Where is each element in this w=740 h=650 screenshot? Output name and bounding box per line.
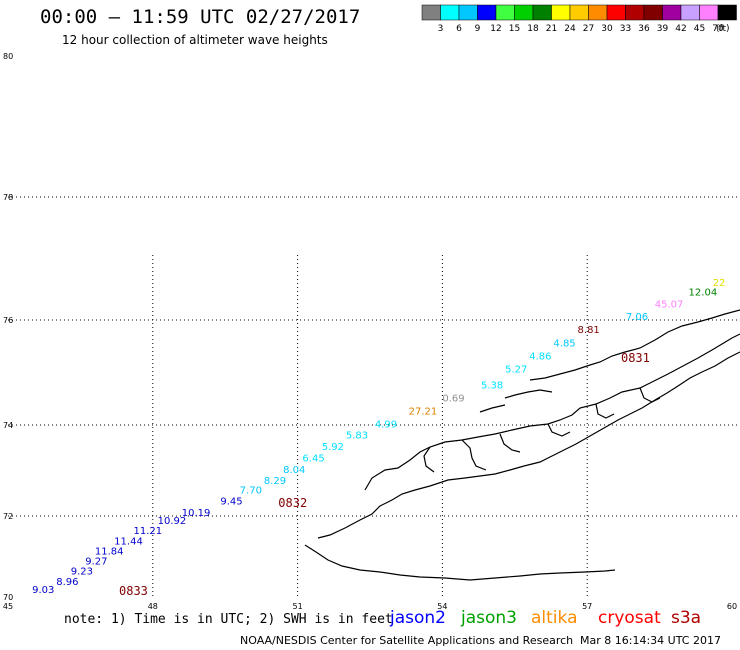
- swh-value-labels: 9.038.969.239.2711.8411.4411.2110.9210.1…: [32, 278, 725, 596]
- colorbar-tick-label: 9: [475, 24, 481, 34]
- longitude-label: 60: [727, 602, 737, 611]
- pass-time-label: 0832: [278, 496, 307, 510]
- swh-value: 8.04: [283, 465, 305, 476]
- swh-value: 45.07: [655, 300, 684, 311]
- swh-value: 10.19: [182, 508, 211, 519]
- units-note: note: 1) Time is in UTC; 2) SWH is in fe…: [64, 612, 393, 627]
- lat-lon-gridlines: [8, 196, 740, 597]
- colorbar-unit-label: (ft): [716, 24, 730, 34]
- swh-value: 5.83: [346, 431, 368, 442]
- satellite-legend-item: jason3: [461, 608, 517, 628]
- longitude-label: 45: [3, 602, 13, 611]
- latitude-label: 74: [3, 421, 13, 430]
- generated-timestamp: Mar 8 16:14:34 UTC 2017: [580, 634, 721, 647]
- satellite-legend-item: s3a: [671, 608, 702, 628]
- swh-value: 0.69: [442, 393, 464, 404]
- colorbar-legend: 3 6 9 12 15 18 21 24 27 30 33 36 39 42 45 70(ft): [421, 4, 737, 34]
- swh-value: 22: [713, 278, 726, 289]
- colorbar-tick-label: 21: [546, 24, 557, 34]
- colorbar-tick-label: 70: [712, 24, 724, 34]
- swh-value: 11.84: [95, 546, 124, 557]
- swh-value: 8.81: [578, 325, 600, 336]
- map-title: 00:00 – 11:59 UTC 02/27/2017: [40, 6, 361, 28]
- swh-value: 6.45: [302, 453, 324, 464]
- latitude-label: 78: [3, 193, 13, 202]
- longitude-label: 54: [437, 602, 447, 611]
- swh-value: 9.27: [85, 557, 107, 568]
- colorbar-tick-label: 45: [694, 24, 705, 34]
- swh-value: 8.96: [56, 577, 78, 588]
- swh-value: 4.99: [375, 419, 397, 430]
- satellite-legend-item: jason2: [390, 608, 446, 628]
- latitude-label: 72: [3, 512, 13, 521]
- coastline: [304, 309, 740, 581]
- colorbar-swatch: [717, 4, 737, 21]
- swh-value: 9.03: [32, 585, 54, 596]
- colorbar-tick-label: 12: [490, 24, 501, 34]
- longitude-label: 48: [148, 602, 158, 611]
- latitude-label: 76: [3, 316, 13, 325]
- colorbar-tick-label: 3: [438, 24, 444, 34]
- colorbar-tick-label: 33: [620, 24, 631, 34]
- swh-value: 7.70: [240, 485, 262, 496]
- swh-value: 5.92: [322, 442, 344, 453]
- satellite-legend-item: altika: [531, 608, 578, 628]
- colorbar-tick-label: 24: [564, 24, 576, 34]
- pass-time-label: 0831: [621, 351, 650, 365]
- colorbar-tick-label: 30: [601, 24, 613, 34]
- colorbar-tick-label: 39: [657, 24, 669, 34]
- colorbar-tick-label: 27: [583, 24, 594, 34]
- latitude-label: 70: [3, 593, 13, 602]
- colorbar-tick-label: 15: [509, 24, 520, 34]
- swh-value: 5.38: [481, 380, 503, 391]
- swh-value: 4.86: [529, 351, 551, 362]
- swh-value: 7.06: [626, 312, 648, 323]
- map-subtitle: 12 hour collection of altimeter wave hei…: [62, 33, 328, 47]
- colorbar-tick-label: 42: [675, 24, 686, 34]
- longitude-label: 57: [582, 602, 592, 611]
- swh-value: 9.23: [71, 567, 93, 578]
- satellite-legend-item: cryosat: [598, 608, 661, 628]
- swh-value: 11.44: [114, 536, 143, 547]
- swh-value: 5.27: [505, 365, 527, 376]
- swh-value: 9.45: [220, 497, 242, 508]
- swh-value: 11.21: [133, 526, 162, 537]
- longitude-label: 51: [293, 602, 303, 611]
- colorbar-tick-label: 6: [456, 24, 462, 34]
- pass-time-labels: 0833 0832 0831: [119, 351, 650, 598]
- colorbar-tick-label: 36: [638, 24, 650, 34]
- swh-value: 4.85: [553, 338, 575, 349]
- swh-value: 10.92: [158, 516, 187, 527]
- credit-line: NOAA/NESDIS Center for Satellite Applica…: [240, 634, 574, 647]
- swh-value: 12.04: [689, 287, 718, 298]
- swh-value: 8.29: [264, 476, 286, 487]
- colorbar-tick-label: 18: [527, 24, 539, 34]
- pass-time-label: 0833: [119, 584, 148, 598]
- swh-value: 27.21: [409, 407, 438, 418]
- latitude-label: 80: [3, 52, 13, 61]
